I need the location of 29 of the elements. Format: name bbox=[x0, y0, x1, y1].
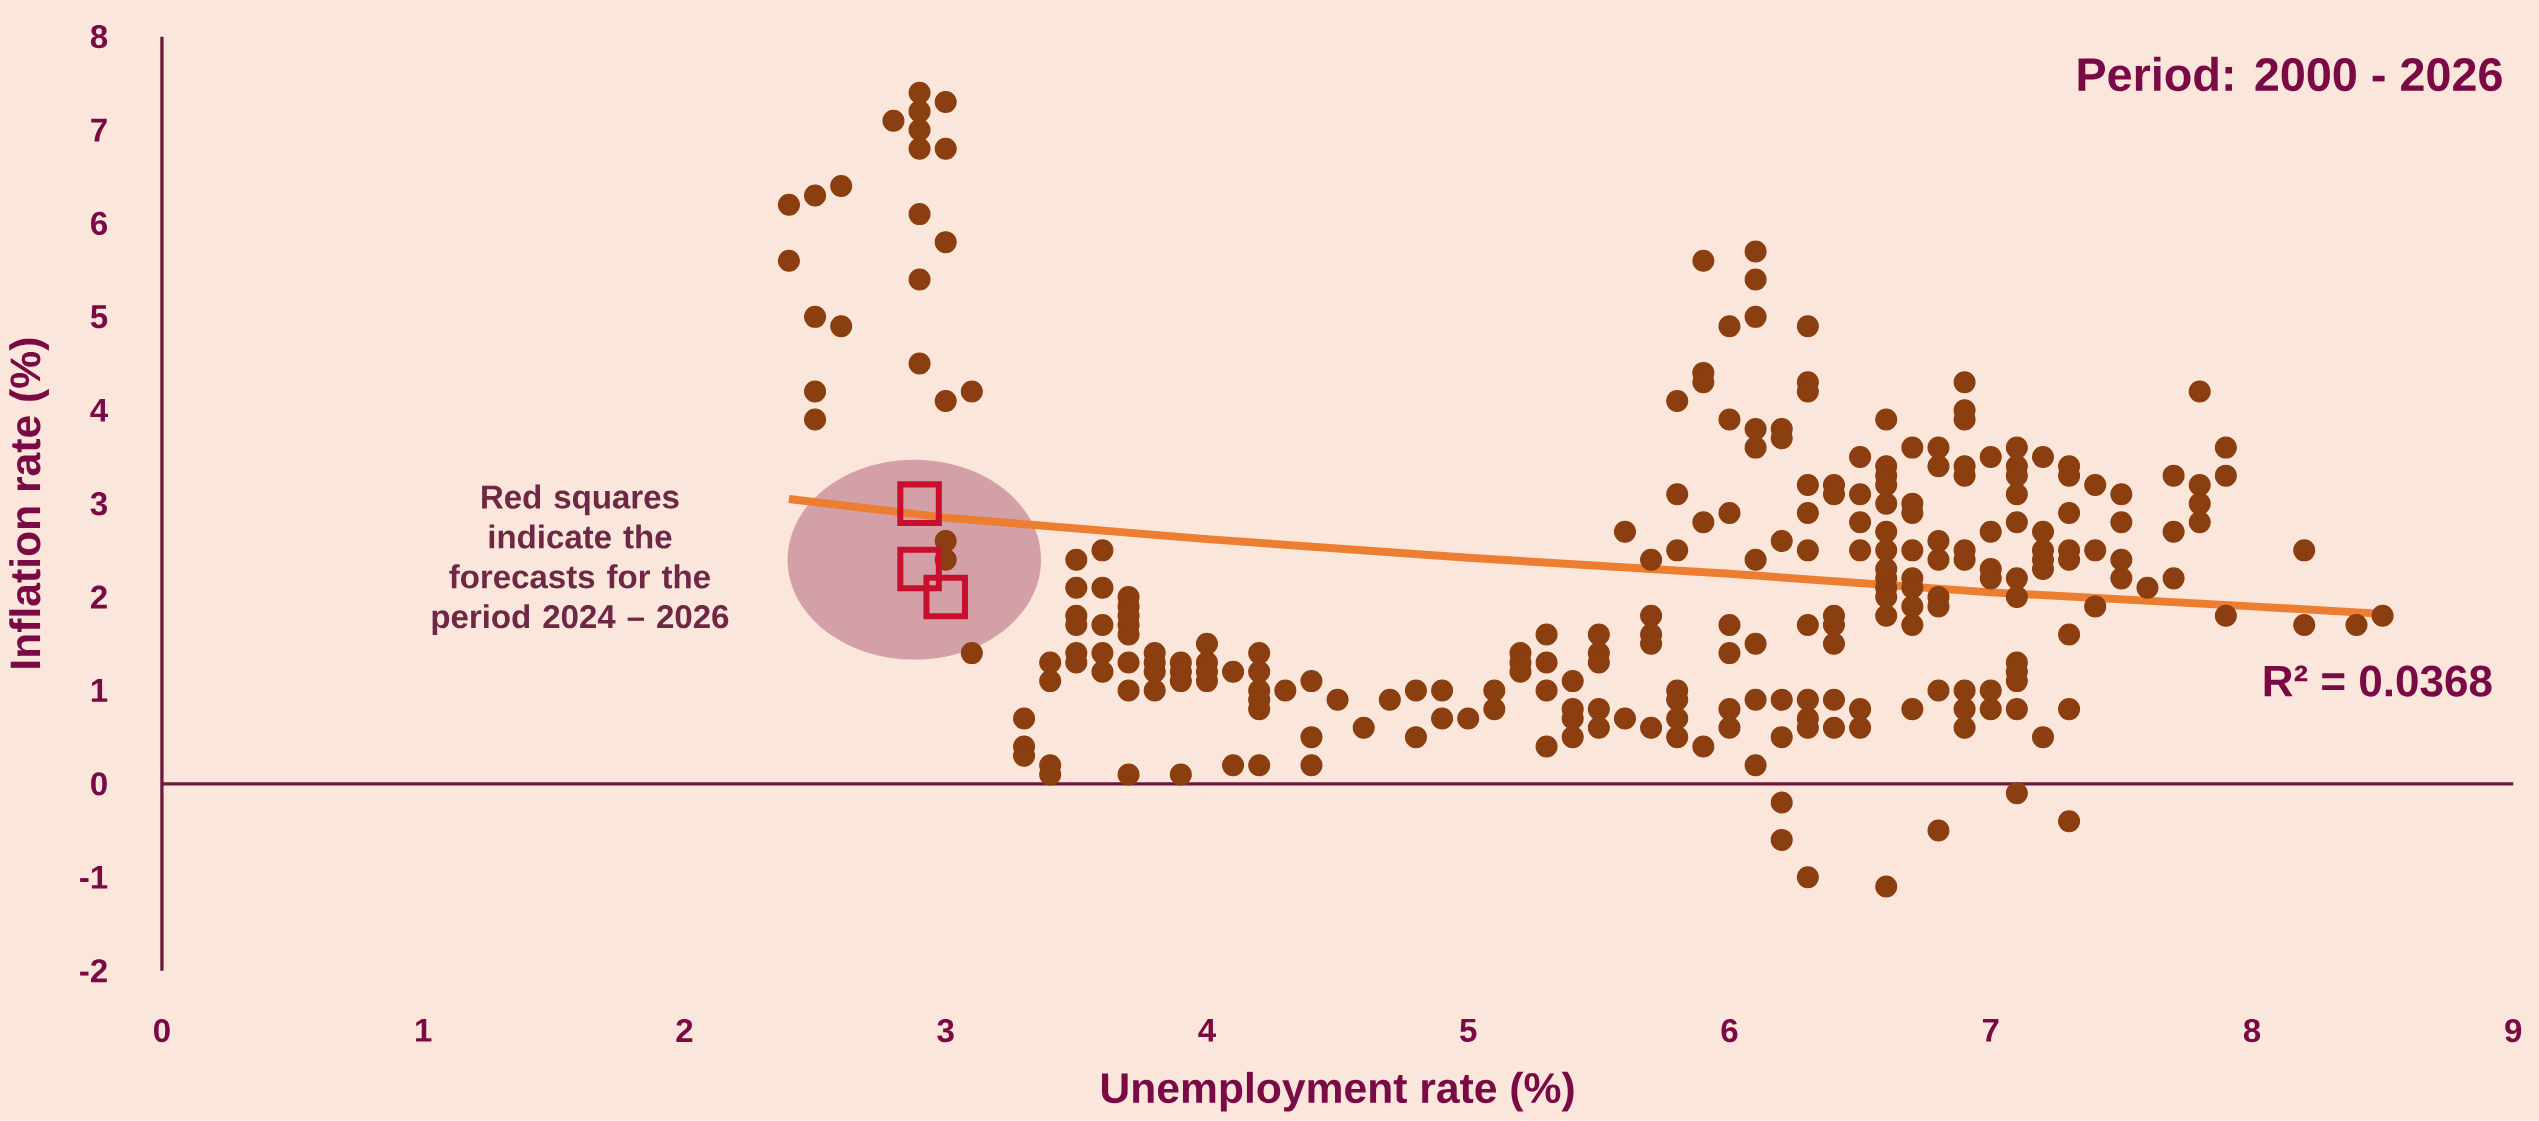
x-tick-label: 0 bbox=[154, 1019, 170, 1043]
point bbox=[897, 481, 942, 527]
x-tick-label: 6 bbox=[1721, 1019, 1738, 1043]
x-tick-label: 3 bbox=[937, 1019, 954, 1043]
x-tick-label: 7 bbox=[1982, 1019, 1999, 1042]
y-tick-label: -1 bbox=[80, 866, 108, 889]
y-tick-label: 8 bbox=[90, 25, 108, 49]
x-tick-label: 8 bbox=[2243, 1019, 2261, 1043]
y-tick-label: 0 bbox=[91, 772, 107, 796]
x-tick-label: 4 bbox=[1198, 1019, 1216, 1042]
x-axis-title: Unemployment rate (%) bbox=[1101, 1071, 1574, 1112]
y-tick-label: 2 bbox=[90, 585, 107, 609]
x-tick-label: 9 bbox=[2505, 1019, 2522, 1043]
y-tick-label: 5 bbox=[90, 305, 108, 329]
x-tick-label: 1 bbox=[416, 1019, 432, 1042]
annotation: R² = 0.0368 bbox=[2264, 665, 2492, 697]
y-tick-label: 4 bbox=[90, 399, 108, 422]
y-axis-title: Inflation rate (%) bbox=[9, 338, 49, 668]
chart-title: Period: 2000 - 2026 bbox=[2078, 56, 2502, 92]
y-tick-label: 1 bbox=[91, 679, 108, 702]
x-tick-label: 5 bbox=[1460, 1019, 1477, 1043]
point bbox=[923, 574, 968, 620]
y-tick-label: 7 bbox=[91, 118, 107, 142]
annotation: Red squares indicate the forecasts for the period 2024 – 2026 bbox=[432, 484, 729, 636]
x-tick-label: 2 bbox=[676, 1019, 693, 1043]
point bbox=[897, 546, 942, 592]
y-tick-label: -2 bbox=[80, 959, 107, 983]
y-tick-label: 3 bbox=[90, 492, 107, 516]
y-tick-label: 6 bbox=[91, 211, 107, 236]
